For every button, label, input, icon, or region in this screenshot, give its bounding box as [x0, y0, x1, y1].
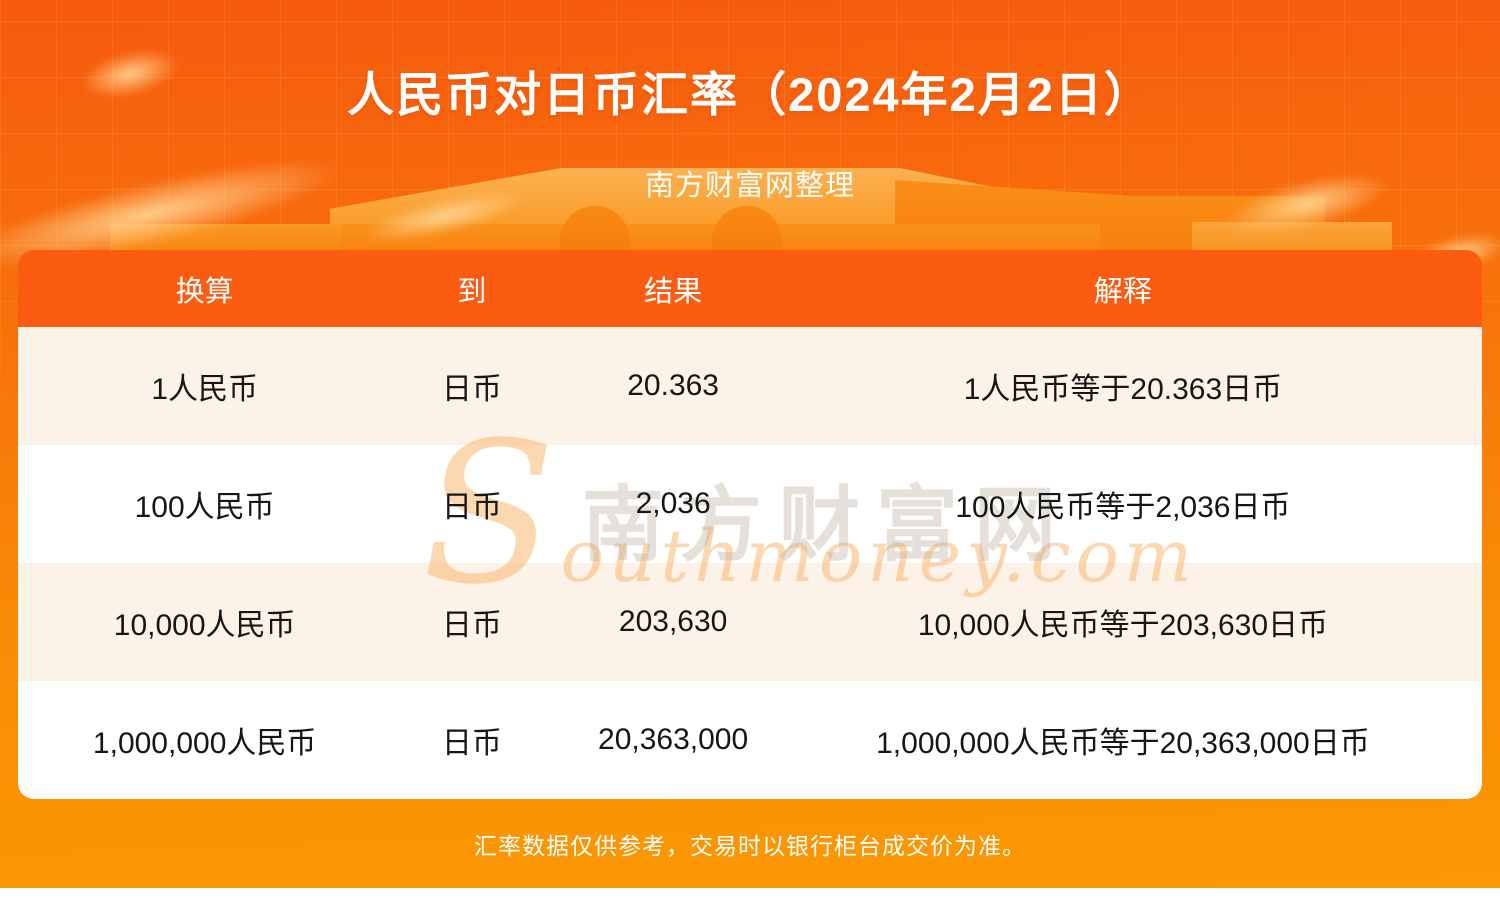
table-header-row: 换算 到 结果 解释	[18, 250, 1482, 327]
table-row: 100人民币 日币 2,036 100人民币等于2,036日币	[18, 445, 1482, 563]
cell-convert: 1人民币	[151, 373, 258, 406]
cell-explanation: 1,000,000人民币等于20,363,000日币	[876, 727, 1370, 760]
cell-explanation: 10,000人民币等于203,630日币	[917, 609, 1329, 642]
cell-explanation: 1人民币等于20.363日币	[963, 373, 1283, 406]
table-row: 1人民币 日币 20.363 1人民币等于20.363日币	[18, 327, 1482, 445]
cell-result: 2,036	[635, 487, 711, 520]
cell-to: 日币	[441, 491, 502, 524]
cell-result: 20,363,000	[598, 723, 749, 756]
page-subtitle: 南方财富网整理	[644, 170, 855, 202]
cell-convert: 100人民币	[134, 491, 275, 524]
cell-convert: 1,000,000人民币	[92, 727, 317, 760]
exchange-rate-table: 换算 到 结果 解释 1人民币 日币 20.363 1人民币等于20.363日币…	[18, 250, 1482, 799]
table-row: 1,000,000人民币 日币 20,363,000 1,000,000人民币等…	[18, 681, 1482, 799]
cell-to: 日币	[441, 609, 502, 642]
column-header-explanation: 解释	[1093, 275, 1152, 308]
cell-explanation: 100人民币等于2,036日币	[955, 491, 1291, 524]
column-header-convert: 换算	[175, 275, 234, 308]
column-header-to: 到	[457, 275, 487, 308]
banner-background: 人民币对日币汇率（2024年2月2日） 南方财富网整理 换算 到 结果 解释 1…	[0, 0, 1500, 888]
column-header-result: 结果	[644, 275, 703, 308]
table-row: 10,000人民币 日币 203,630 10,000人民币等于203,630日…	[18, 563, 1482, 681]
cell-result: 20.363	[627, 369, 719, 402]
page-title: 人民币对日币汇率（2024年2月2日）	[347, 68, 1153, 121]
disclaimer-text: 汇率数据仅供参考，交易时以银行柜台成交价为准。	[474, 832, 1026, 859]
cell-to: 日币	[441, 373, 502, 406]
cell-result: 203,630	[618, 605, 728, 638]
cell-convert: 10,000人民币	[113, 609, 296, 642]
cell-to: 日币	[441, 727, 502, 760]
